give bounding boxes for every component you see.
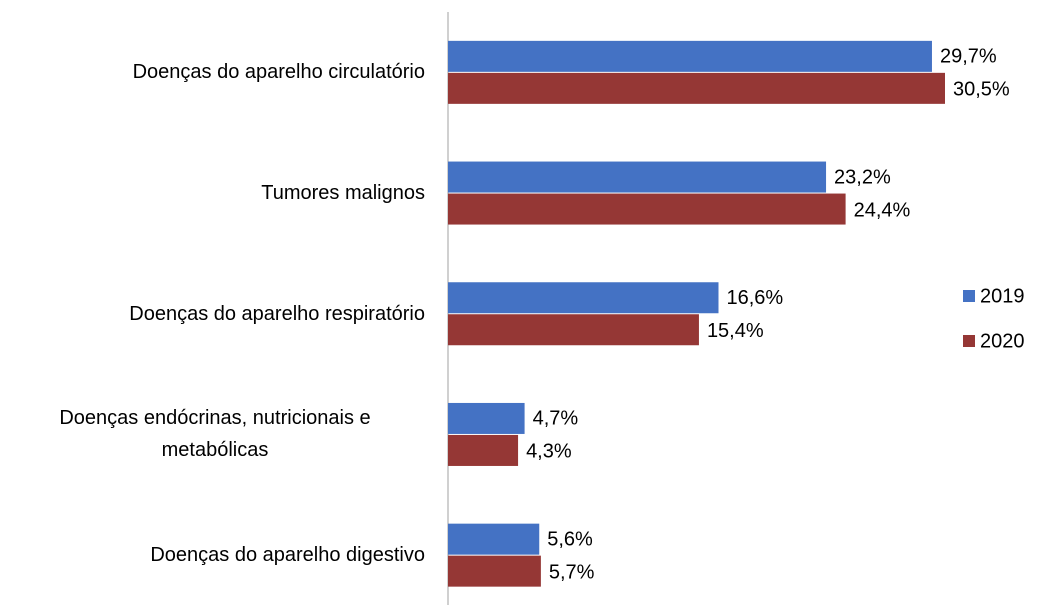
value-label: 4,3% (526, 441, 572, 463)
category-label: Doenças do aparelho respiratório (5, 298, 425, 330)
category-label: Doenças do aparelho digestivo (5, 539, 425, 571)
value-label: 30,5% (953, 79, 1010, 101)
category-text: Doenças do aparelho circulatório (132, 61, 425, 84)
category-text: Doenças do aparelho respiratório (129, 302, 425, 325)
bar (448, 555, 541, 587)
legend-swatch (963, 290, 975, 302)
legend-label: 2019 (980, 285, 1025, 307)
bar (448, 314, 699, 346)
value-label: 16,6% (726, 287, 783, 309)
legend-label: 2020 (980, 330, 1025, 352)
bar (448, 434, 519, 466)
bar (448, 402, 525, 434)
value-label: 23,2% (834, 166, 891, 188)
category-text: Doenças do aparelho digestivo (150, 544, 425, 567)
bar (448, 523, 540, 555)
legend-swatch (963, 335, 975, 347)
category-label: Tumores malignos (5, 177, 425, 209)
bar (448, 72, 945, 104)
value-label: 4,7% (533, 408, 579, 430)
bar (448, 193, 846, 225)
bar (448, 40, 932, 72)
value-label: 29,7% (940, 46, 997, 68)
category-text: Tumores malignos (261, 182, 425, 205)
bar (448, 161, 827, 193)
value-label: 24,4% (854, 199, 911, 221)
category-label: Doenças do aparelho circulatório (5, 56, 425, 88)
bar (448, 282, 719, 314)
category-text: Doenças endócrinas, nutricionais e metab… (59, 407, 371, 462)
value-label: 5,7% (549, 561, 595, 583)
value-label: 5,6% (547, 528, 593, 550)
value-label: 15,4% (707, 320, 764, 342)
category-label: Doenças endócrinas, nutricionais e metab… (5, 402, 425, 466)
